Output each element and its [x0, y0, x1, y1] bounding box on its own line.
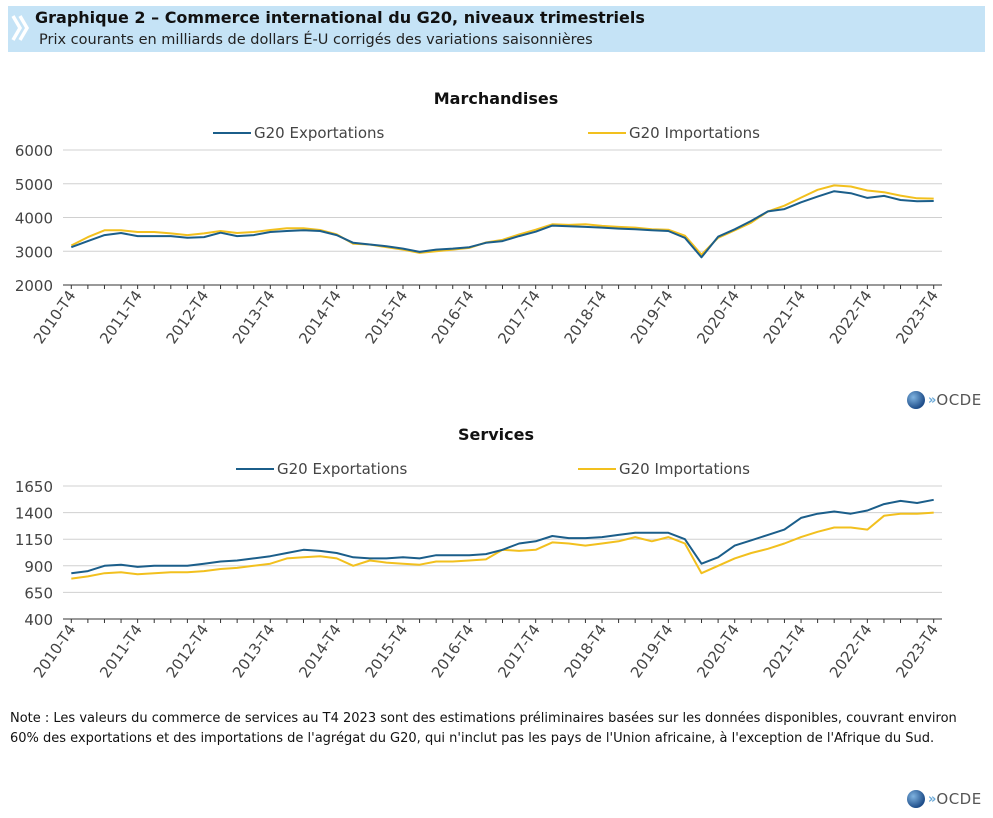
y-tick-label: 1150: [15, 531, 53, 549]
y-tick-label: 400: [24, 611, 53, 629]
legend-label-exports: G20 Exportations: [254, 124, 385, 142]
globe-icon: [907, 790, 925, 808]
x-tick-label: 2014-T4: [295, 287, 345, 347]
x-tick-label: 2011-T4: [96, 287, 146, 347]
x-tick-label: 2018-T4: [561, 621, 611, 681]
y-tick-label: 3000: [15, 243, 53, 261]
logo-text: OCDE: [936, 391, 982, 409]
logo-chevrons-icon: »: [928, 791, 937, 807]
x-tick-label: 2019-T4: [627, 621, 677, 681]
x-tick-label: 2017-T4: [494, 287, 544, 347]
y-tick-label: 2000: [15, 277, 53, 295]
x-tick-label: 2012-T4: [163, 287, 213, 347]
x-tick-label: 2022-T4: [826, 287, 876, 347]
legend-label-imports: G20 Importations: [629, 124, 760, 142]
x-tick-label: 2016-T4: [428, 621, 478, 681]
x-tick-label: 2017-T4: [494, 621, 544, 681]
x-tick-label: 2018-T4: [561, 287, 611, 347]
x-tick-label: 2022-T4: [826, 621, 876, 681]
chart-services: Services G20 Exportations G20 Importations…: [15, 425, 942, 681]
x-tick-label: 2010-T4: [30, 287, 80, 347]
chart-marchandises: Marchandises G20 Exportations G20 Importat…: [15, 89, 942, 347]
oecd-logo-bottom: » OCDE: [907, 790, 982, 808]
x-tick-label: 2015-T4: [362, 287, 412, 347]
series-line-exports: [70, 190, 934, 259]
y-tick-label: 4000: [15, 210, 53, 228]
oecd-logo: » OCDE: [907, 391, 982, 409]
x-tick-label: 2013-T4: [229, 287, 279, 347]
legend-label-exports: G20 Exportations: [277, 460, 408, 478]
y-tick-label: 5000: [15, 176, 53, 194]
logo-chevrons-icon: »: [928, 392, 937, 408]
chart-title: Marchandises: [434, 89, 559, 108]
y-tick-label: 1400: [15, 505, 53, 523]
x-tick-label: 2015-T4: [362, 621, 412, 681]
logo-text: OCDE: [936, 790, 982, 808]
series-line-imports: [70, 184, 934, 256]
x-tick-label: 2023-T4: [892, 621, 942, 681]
y-tick-label: 650: [24, 584, 53, 602]
x-tick-label: 2010-T4: [30, 621, 80, 681]
y-tick-label: 1650: [15, 478, 53, 496]
globe-icon: [907, 391, 925, 409]
chart-title: Services: [458, 425, 534, 444]
x-tick-label: 2020-T4: [693, 621, 743, 681]
x-tick-label: 2013-T4: [229, 621, 279, 681]
page-subtitle: Prix courants en milliards de dollars É-…: [39, 32, 593, 48]
page-title: Graphique 2 – Commerce international du …: [35, 8, 645, 27]
x-tick-label: 2012-T4: [163, 621, 213, 681]
chart-header: Graphique 2 – Commerce international du …: [8, 6, 985, 52]
footnote: Note : Les valeurs du commerce de servic…: [10, 711, 957, 746]
legend-label-imports: G20 Importations: [619, 460, 750, 478]
x-tick-label: 2023-T4: [892, 287, 942, 347]
series-line-imports: [71, 511, 934, 580]
x-tick-label: 2020-T4: [693, 287, 743, 347]
series-line-exports: [71, 498, 934, 575]
x-tick-label: 2016-T4: [428, 287, 478, 347]
x-tick-label: 2011-T4: [96, 621, 146, 681]
x-tick-label: 2021-T4: [760, 621, 810, 681]
y-tick-label: 6000: [15, 142, 53, 160]
y-tick-label: 900: [24, 558, 53, 576]
x-tick-label: 2021-T4: [760, 287, 810, 347]
chevron-double-icon: [11, 15, 30, 41]
x-tick-label: 2014-T4: [295, 621, 345, 681]
x-tick-label: 2019-T4: [627, 287, 677, 347]
